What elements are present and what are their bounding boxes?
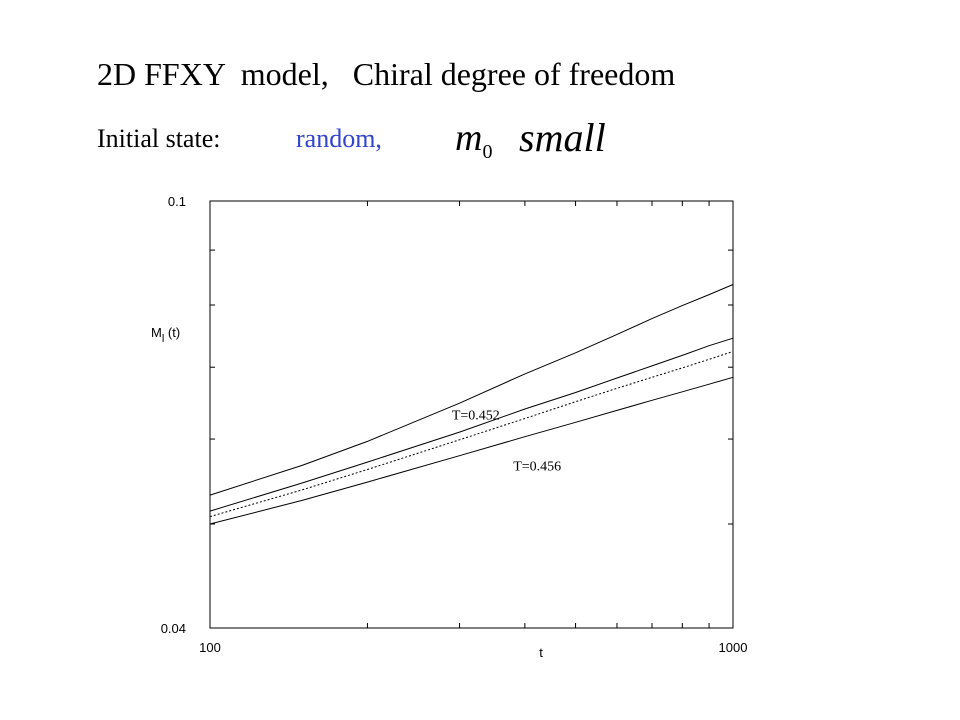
series-line-2 bbox=[209, 337, 734, 512]
m0-condition: small bbox=[519, 115, 606, 160]
y-axis-label-suffix: (t) bbox=[164, 325, 180, 340]
y-tick-label: 0.1 bbox=[168, 194, 186, 209]
annotations: T=0.452 T=0.456 bbox=[452, 408, 561, 474]
x-axis-label: t bbox=[539, 645, 543, 660]
series-annotation-2: T=0.456 bbox=[513, 459, 561, 474]
m0-symbol: m0 bbox=[455, 116, 492, 164]
series-line-3 bbox=[209, 351, 734, 518]
y-axis-label-main: M bbox=[151, 325, 162, 340]
series-annotation-1: T=0.452 bbox=[452, 408, 500, 423]
series-line-4 bbox=[209, 376, 734, 525]
plot-frame bbox=[209, 200, 734, 629]
m0-letter: m bbox=[455, 117, 483, 159]
y-axis-label-subscript: l bbox=[162, 333, 164, 345]
series-line-1 bbox=[209, 284, 734, 496]
x-tick-label: 100 bbox=[199, 640, 221, 655]
y-axis-label: Ml (t) bbox=[151, 325, 180, 345]
axis-labels: t Ml (t) bbox=[151, 325, 543, 660]
series-lines bbox=[209, 284, 734, 525]
initial-state-label: Initial state: bbox=[97, 124, 221, 153]
plot-area bbox=[209, 200, 734, 629]
y-tick-label: 0.04 bbox=[161, 621, 186, 636]
axis-ticks: 100 1000 0.1 0.04 bbox=[161, 194, 748, 655]
x-tick-label: 1000 bbox=[719, 640, 748, 655]
page-title: 2D FFXY model, Chiral degree of freedom bbox=[97, 56, 676, 92]
m0-subscript: 0 bbox=[482, 141, 493, 163]
initial-state-value: random, bbox=[296, 124, 382, 153]
